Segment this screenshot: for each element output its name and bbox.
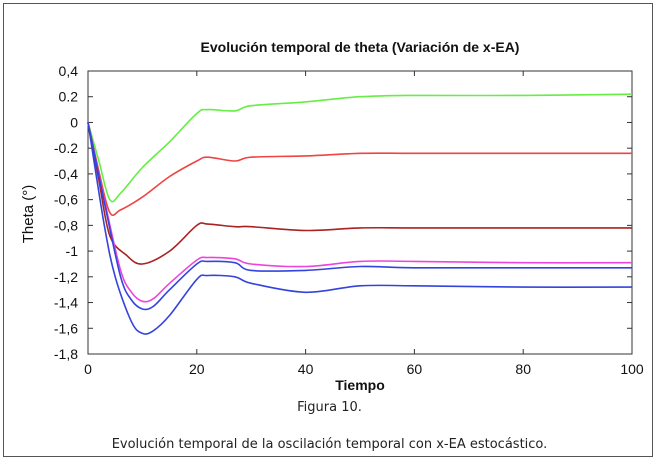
series-line-6 bbox=[87, 122, 633, 335]
y-tick-label: -1,6 bbox=[54, 320, 78, 336]
series-group bbox=[87, 93, 633, 335]
y-tick-label: 0,4 bbox=[59, 63, 79, 79]
series-line-1 bbox=[87, 93, 633, 203]
y-tick-label: 0 bbox=[70, 114, 78, 130]
x-tick-label: 100 bbox=[620, 361, 644, 377]
y-tick-label: -1,2 bbox=[54, 269, 78, 285]
y-axis-label: Theta (°) bbox=[20, 185, 37, 244]
y-tick-label: -1 bbox=[66, 243, 79, 259]
y-tick-label: -0.2 bbox=[54, 140, 78, 156]
y-tick-label: -0,6 bbox=[54, 192, 78, 208]
y-tick-label: -0,8 bbox=[54, 217, 78, 233]
series-line-5 bbox=[87, 122, 632, 311]
x-axis-label: Tiempo bbox=[335, 377, 385, 393]
chart-title: Evolución temporal de theta (Variación d… bbox=[201, 39, 520, 55]
series-line-4 bbox=[87, 122, 633, 303]
y-tick-label: 0.2 bbox=[59, 89, 79, 105]
plot-area bbox=[87, 70, 633, 355]
y-axis: 0,4 0.2 0 -0.2 -0,4 -0,6 -0,8 -1 -1,2 -1,4 -1,6 -1,… bbox=[54, 63, 632, 362]
y-tick-label: -0,4 bbox=[54, 166, 78, 182]
x-tick-label: 20 bbox=[189, 361, 205, 377]
series-line-3 bbox=[87, 122, 632, 265]
series-line-2 bbox=[87, 122, 632, 216]
line-chart: Evolución temporal de theta (Variación d… bbox=[20, 39, 644, 393]
x-tick-label: 80 bbox=[515, 361, 531, 377]
x-tick-label: 0 bbox=[84, 361, 92, 377]
y-tick-label: -1,4 bbox=[54, 295, 78, 311]
x-axis: 0 20 40 60 80 100 bbox=[84, 71, 644, 377]
x-tick-label: 60 bbox=[407, 361, 423, 377]
x-tick-label: 40 bbox=[298, 361, 314, 377]
figure-caption: Evolución temporal de la oscilación temp… bbox=[111, 437, 548, 452]
y-tick-label: -1,8 bbox=[54, 346, 78, 362]
figure-number: Figura 10. bbox=[297, 400, 362, 415]
